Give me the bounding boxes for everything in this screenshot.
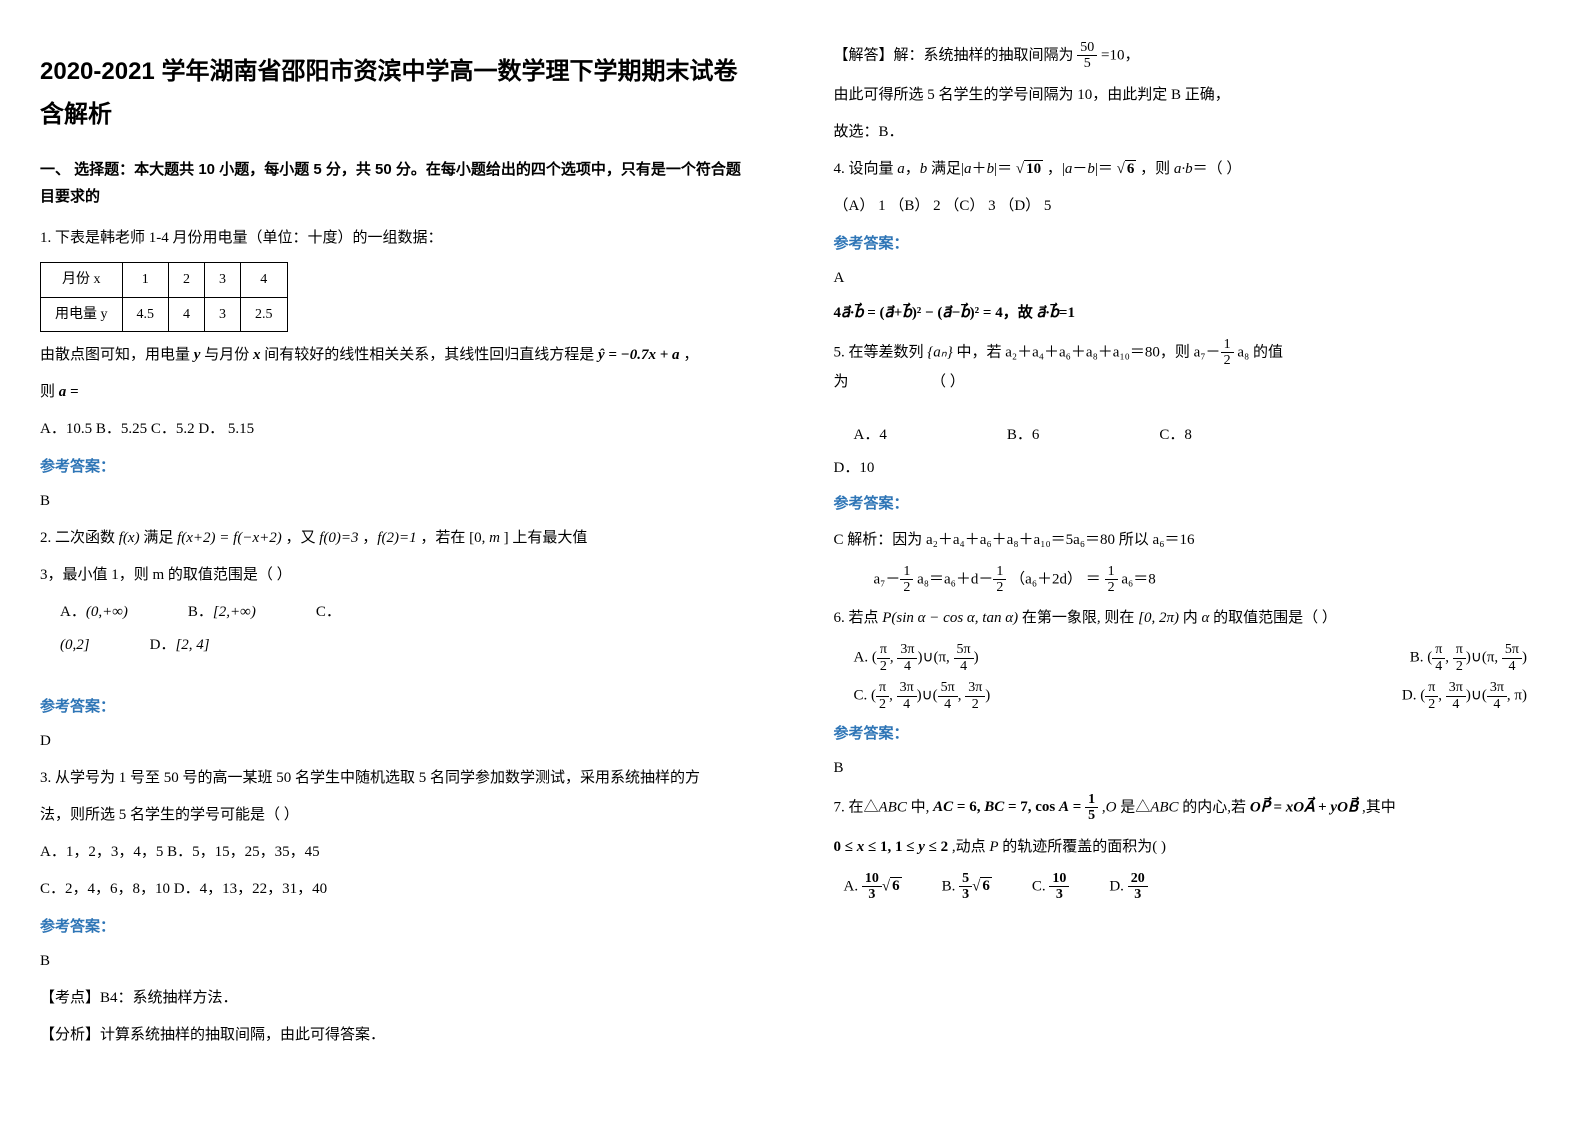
table-cell: 3	[205, 263, 241, 297]
page-title: 2020-2021 学年湖南省邵阳市资滨中学高一数学理下学期期末试卷含解析	[40, 50, 754, 136]
table-cell: 4	[169, 297, 205, 331]
q3-sol1: 【解答】解：系统抽样的抽取间隔为 505 =10，	[834, 40, 1548, 72]
q3-stem1: 3. 从学号为 1 号至 50 号的高一某班 50 名学生中随机选取 5 名同学…	[40, 765, 754, 792]
q6-ans: B	[834, 755, 1548, 782]
q6-opt-b: B. (π4, π2)∪(π, 5π4)	[1410, 642, 1527, 674]
q7-opt-b: B. 53√6	[942, 871, 992, 903]
q3-sol3: 故选：B．	[834, 119, 1548, 146]
q3-opt-line1: A．1，2，3，4，5 B．5，15，25，35，45	[40, 839, 754, 866]
answer-label: 参考答案：	[834, 720, 1548, 747]
q5-stem: 5. 在等差数列 {aₙ} 中，若 a₂＋a₄＋a₆＋a₈＋a₁₀＝80，则 a…	[834, 337, 1548, 396]
answer-label: 参考答案：	[834, 490, 1548, 517]
q7-stem3: 0 ≤ x ≤ 1, 1 ≤ y ≤ 2 ,动点 P 的轨迹所覆盖的面积为( )	[834, 834, 1548, 861]
q1-opts: A．10.5 B．5.25 C．5.2 D． 5.15	[40, 416, 754, 443]
q6-opt-c: C. (π2, 3π4)∪(5π4, 3π2)	[854, 680, 991, 712]
q3-sol2: 由此可得所选 5 名学生的学号间隔为 10，由此判定 B 正确，	[834, 82, 1548, 109]
q1-line1: 由散点图可知，用电量 y 与月份 x 间有较好的线性相关关系，其线性回归直线方程…	[40, 342, 754, 369]
q3-ans: B	[40, 948, 754, 975]
q3-opt-line2: C．2，4，6，8，10 D．4，13，22，31，40	[40, 876, 754, 903]
q3-exp1: 【考点】B4：系统抽样方法．	[40, 985, 754, 1012]
table-cell: 月份 x	[41, 263, 123, 297]
table-cell: 4	[241, 263, 288, 297]
q1-table: 月份 x 1 2 3 4 用电量 y 4.5 4 3 2.5	[40, 262, 288, 331]
q7-opt-a: A. 103√6	[844, 871, 902, 903]
section-1-head: 一、 选择题：本大题共 10 小题，每小题 5 分，共 50 分。在每小题给出的…	[40, 156, 754, 210]
q3-exp2: 【分析】计算系统抽样的抽取间隔，由此可得答案．	[40, 1022, 754, 1049]
q2-ans: D	[40, 728, 754, 755]
table-cell: 2	[169, 263, 205, 297]
q3-stem2: 法，则所选 5 名学生的学号可能是（ ）	[40, 802, 754, 829]
q4-work: 4a⃗·b⃗ = (a⃗+b⃗)² − (a⃗−b⃗)² = 4，故 a⃗·b⃗…	[834, 300, 1548, 327]
q1-stem: 1. 下表是韩老师 1-4 月份用电量（单位：十度）的一组数据：	[40, 225, 754, 252]
q7-opt-c: C. 103	[1032, 871, 1070, 903]
q4-ans: A	[834, 265, 1548, 292]
table-cell: 4.5	[122, 297, 169, 331]
answer-label: 参考答案：	[834, 230, 1548, 257]
q5-opt-d: D．10	[834, 455, 1548, 482]
q2-stem2: 3，最小值 1，则 m 的取值范围是（ ）	[40, 562, 754, 589]
q4-stem: 4. 设向量 a，b 满足|a＋b|＝ √10 ，|a－b|＝ √6 ，则 a·…	[834, 156, 1548, 183]
q5-opt-c: C．8	[1159, 422, 1192, 449]
q2-opt-c2: (0,2]	[60, 632, 90, 659]
q1-ans: B	[40, 488, 754, 515]
q2-opt-c: C．	[316, 599, 341, 626]
answer-label: 参考答案：	[40, 453, 754, 480]
q7-stem: 7. 在△ABC 中, AC = 6, BC = 7, cos A = 15 ,…	[834, 792, 1548, 824]
q5-work: a₇－12 a₈＝a₆＋d－12 （a₆＋2d） ＝ 12 a₆＝8	[874, 564, 1548, 596]
table-cell: 2.5	[241, 297, 288, 331]
q2-opt-d: D．[2, 4]	[150, 632, 210, 659]
q1-line2: 则 a =	[40, 379, 754, 406]
q7-opt-d: D. 203	[1109, 871, 1147, 903]
q2-stem1: 2. 二次函数 f(x) 满足 f(x+2) = f(−x+2) ，又 f(0)…	[40, 525, 754, 552]
q6-stem: 6. 若点 P(sin α − cos α, tan α) 在第一象限, 则在 …	[834, 605, 1548, 632]
answer-label: 参考答案：	[40, 913, 754, 940]
table-cell: 1	[122, 263, 169, 297]
q6-opt-d: D. (π2, 3π4)∪(3π4, π)	[1402, 680, 1527, 712]
q2-opt-a: A．(0,+∞)	[60, 599, 128, 626]
q5-ans: C 解析：因为 a₂＋a₄＋a₆＋a₈＋a₁₀＝5a₆＝80 所以 a₆＝16	[834, 527, 1548, 554]
q5-opt-b: B．6	[1007, 422, 1040, 449]
table-cell: 3	[205, 297, 241, 331]
q2-opt-b: B．[2,+∞)	[188, 599, 256, 626]
q4-opts: （A） 1 （B） 2 （C） 3 （D） 5	[834, 193, 1548, 220]
q6-opt-a: A. (π2, 3π4)∪(π, 5π4)	[854, 642, 979, 674]
table-cell: 用电量 y	[41, 297, 123, 331]
answer-label: 参考答案：	[40, 693, 754, 720]
q5-opt-a: A．4	[854, 422, 887, 449]
